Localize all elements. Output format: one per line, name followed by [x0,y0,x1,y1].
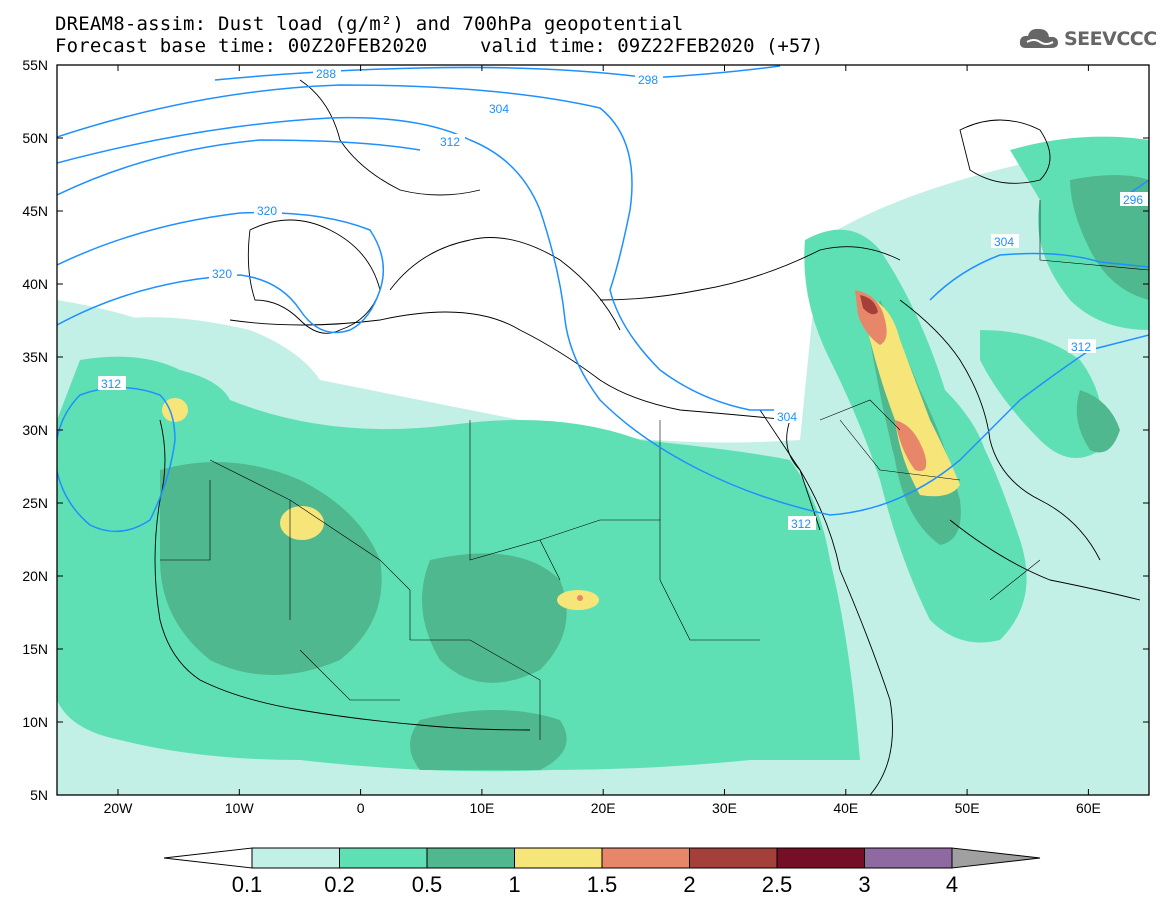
contour-label: 304 [777,410,797,424]
colorbar-label: 1 [508,872,520,897]
colorbar-swatch [689,847,778,869]
contour-304-west [57,84,790,411]
latitude-axis: 55N 50N 45N 40N 35N 30N 25N 20N 15N 10N 5N [22,57,1149,803]
contour-312-low [57,386,176,533]
contour-label: 312 [101,377,121,391]
contour-312-north [57,139,421,196]
lat-label: 30N [22,422,48,438]
colorbar-left-arrow [163,847,253,869]
cloud-icon [1019,28,1058,48]
lon-label: 30E [712,800,737,816]
lon-label: 50E [955,800,980,816]
colorbar-swatch [251,847,340,869]
contour-label: 312 [1071,340,1091,354]
lat-label: 35N [22,349,48,365]
contour-label: 320 [212,267,232,281]
colorbar-label: 0.1 [232,872,263,897]
contour-label: 312 [791,517,811,531]
country-borders [160,200,1149,740]
colorbar-label: 2.5 [762,872,793,897]
colorbar-label: 0.2 [324,872,355,897]
lat-label: 45N [22,203,48,219]
lat-label: 25N [22,495,48,511]
lat-label: 15N [22,641,48,657]
colorbar-right-arrow [951,847,1041,869]
colorbar-swatch [601,847,690,869]
colorbar: 0.1 0.2 0.5 1 1.5 2 2.5 3 4 [163,847,1041,897]
contour-label: 304 [489,102,509,116]
valid-time: valid time: 09Z22FEB2020 (+57) [480,35,824,57]
colorbar-label: 1.5 [587,872,618,897]
seevccc-logo: SEEVCCC [1018,26,1157,52]
contour-label: 296 [1123,193,1143,207]
lat-label: 5N [30,787,48,803]
lon-label: 10E [469,800,494,816]
geopotential-contours [57,65,1149,533]
lon-label: 60E [1076,800,1101,816]
lat-label: 55N [22,57,48,73]
contour-label: 320 [257,204,277,218]
logo-text: SEEVCCC [1064,28,1157,50]
colorbar-label: 0.5 [412,872,443,897]
lat-label: 10N [22,714,48,730]
colorbar-label: 4 [946,872,958,897]
lon-label: 20W [104,800,134,816]
contour-labels: 288 298 304 312 312 320 320 312 304 304 … [98,66,1148,531]
map-title: DREAM8-assim: Dust load (g/m²) and 700hP… [55,13,684,35]
forecast-base-time: Forecast base time: 00Z20FEB2020 [55,35,428,57]
dust-level-2 [860,295,878,315]
lat-label: 20N [22,568,48,584]
lat-label: 50N [22,130,48,146]
colorbar-swatch [426,847,515,869]
contour-304-east [929,252,1149,301]
contour-312-main [57,116,1149,516]
lat-label: 40N [22,276,48,292]
colorbar-swatch [339,847,428,869]
contour-label: 312 [440,135,460,149]
lon-label: 0 [357,800,365,816]
colorbar-swatch [776,847,865,869]
colorbar-label: 2 [683,872,695,897]
contour-label: 304 [994,235,1014,249]
dust-load-shading [57,65,1149,795]
longitude-axis: 20W 10W 0 10E 20E 30E 40E 50E 60E [104,65,1101,816]
colorbar-swatch [864,847,953,869]
lon-label: 10W [225,800,255,816]
colorbar-label: 3 [858,872,870,897]
lon-label: 40E [833,800,858,816]
contour-label: 298 [638,73,658,87]
colorbar-swatch [514,847,603,869]
contour-label: 288 [316,67,336,81]
lon-label: 20E [591,800,616,816]
